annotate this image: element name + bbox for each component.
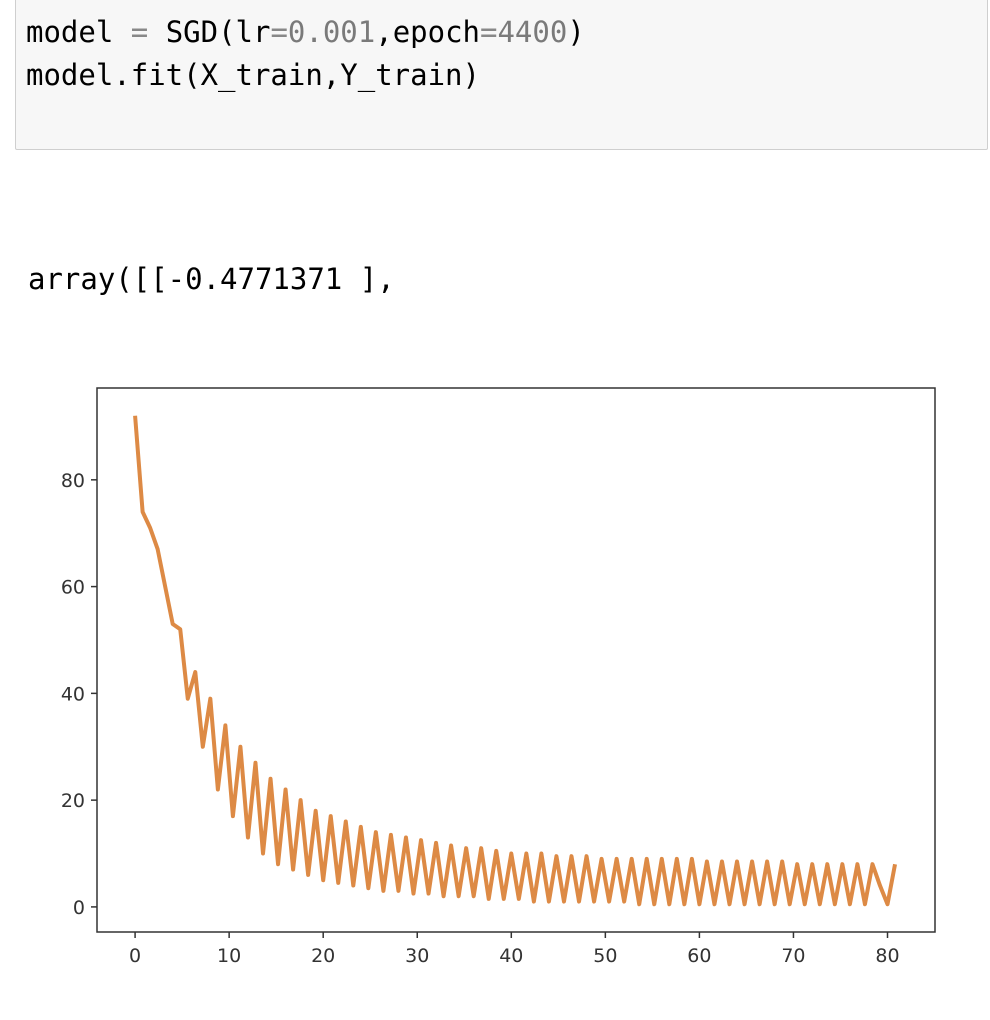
x-tick-label: 80 [875, 945, 899, 967]
y-tick-label: 80 [61, 470, 85, 492]
y-tick-label: 60 [61, 577, 85, 599]
code-line: model.fit(X_train,Y_train) [26, 58, 480, 92]
x-tick-label: 60 [687, 945, 711, 967]
code-token: model [26, 15, 131, 49]
x-tick-label: 40 [499, 945, 523, 967]
y-tick-label: 20 [61, 790, 85, 812]
code-token: 4400 [497, 15, 568, 49]
y-tick-label: 0 [73, 897, 85, 919]
x-tick-label: 10 [217, 945, 241, 967]
series-line [133, 415, 897, 907]
code-token: = [270, 15, 288, 49]
x-tick-label: 30 [405, 945, 429, 967]
code-token: ) [567, 15, 585, 49]
code-token: ,epoch [375, 15, 480, 49]
x-tick-label: 50 [593, 945, 617, 967]
x-tick-label: 20 [311, 945, 335, 967]
x-tick-label: 70 [781, 945, 805, 967]
code-token: 0.001 [287, 15, 376, 49]
code-token: = [480, 15, 498, 49]
code-token: = [130, 15, 149, 49]
x-tick-label: 0 [129, 945, 141, 967]
code-cell[interactable]: model = SGD(lr=0.001,epoch=4400) model.f… [15, 0, 988, 150]
code-token: SGD(lr [148, 15, 271, 49]
code-line: model = SGD(lr=0.001,epoch=4400) [26, 15, 585, 49]
output-line: array([[-0.4771371 ], [28, 262, 395, 296]
code-token: model.fit(X_train,Y_train) [26, 58, 480, 92]
y-tick-label: 40 [61, 683, 85, 705]
plot-frame [96, 387, 936, 933]
